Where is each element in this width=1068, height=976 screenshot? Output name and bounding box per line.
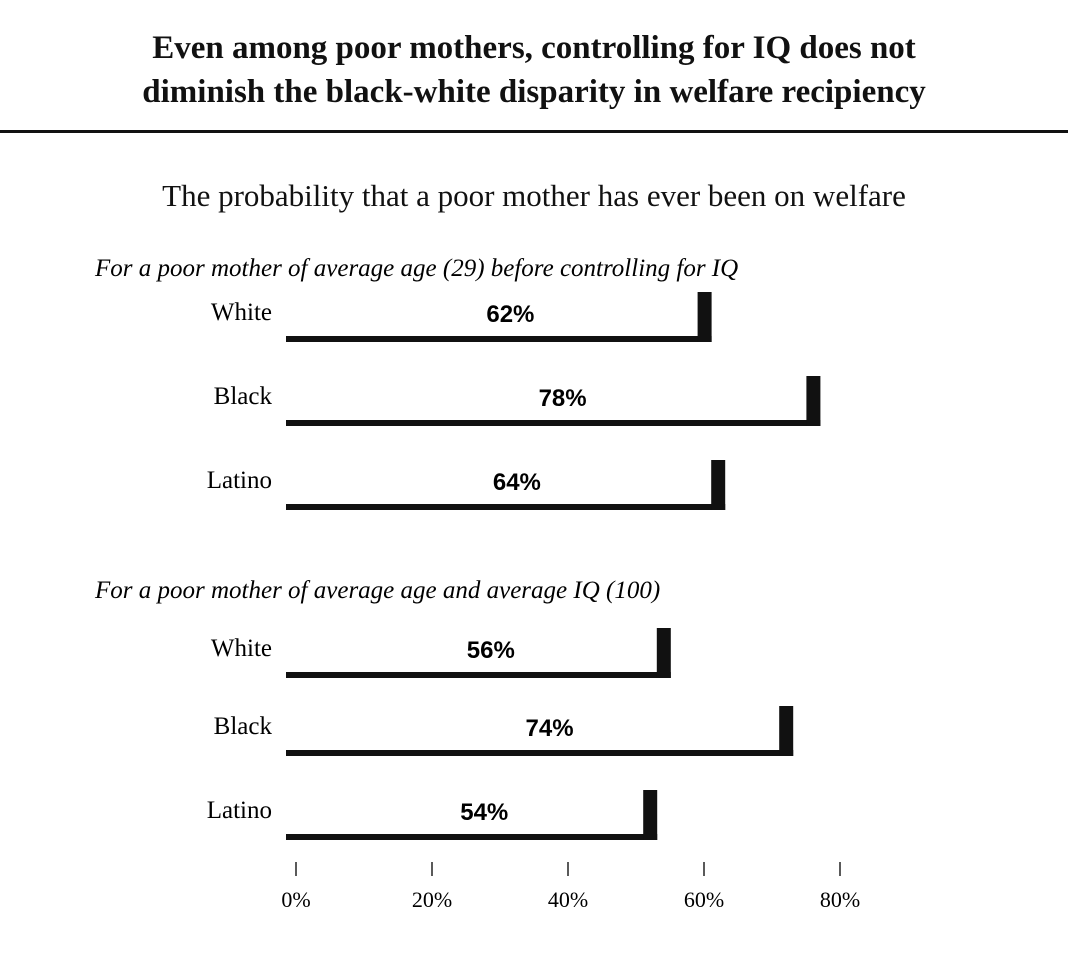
value-label: 78% [539, 385, 587, 412]
x-tick-label: 0% [281, 887, 310, 912]
bar-right-edge [779, 706, 794, 756]
bar-face [286, 706, 790, 750]
value-label: 54% [460, 799, 508, 826]
panel-title: For a poor mother of average age (29) be… [94, 255, 738, 282]
bar-face [286, 790, 654, 834]
bar-bottom-edge [286, 750, 794, 756]
bar [286, 292, 712, 342]
title-divider [0, 130, 1068, 133]
x-tick-label: 80% [820, 887, 860, 912]
bar-right-edge [697, 292, 712, 342]
bar-bottom-edge [286, 672, 671, 678]
category-label: Latino [207, 797, 272, 824]
x-tick-label: 20% [412, 887, 452, 912]
bar-face [286, 292, 708, 336]
bar [286, 460, 726, 510]
value-label: 74% [526, 715, 574, 742]
bar [286, 376, 821, 426]
bar-bottom-edge [286, 834, 658, 840]
bar-right-edge [806, 376, 821, 426]
x-tick-label: 60% [684, 887, 724, 912]
chart-subtitle: The probability that a poor mother has e… [162, 178, 906, 213]
bar-right-edge [711, 460, 726, 510]
bar-face [286, 460, 722, 504]
category-label: Latino [207, 467, 272, 494]
value-label: 56% [467, 637, 515, 664]
category-label: White [211, 299, 272, 326]
panel-title: For a poor mother of average age and ave… [94, 577, 660, 604]
value-label: 62% [486, 301, 534, 328]
value-label: 64% [493, 469, 541, 496]
bar-right-edge [643, 790, 658, 840]
category-label: Black [214, 713, 273, 740]
x-tick-label: 40% [548, 887, 588, 912]
bar-face [286, 628, 667, 672]
bar-face [286, 376, 817, 420]
chart-title-line-2: diminish the black-white disparity in we… [142, 74, 926, 110]
bar-bottom-edge [286, 504, 726, 510]
chart-title-line-1: Even among poor mothers, controlling for… [152, 30, 916, 66]
category-label: Black [214, 383, 273, 410]
bar [286, 790, 658, 840]
chart-title: Even among poor mothers, controlling for… [0, 26, 1068, 114]
category-label: White [211, 635, 272, 662]
bar-right-edge [656, 628, 671, 678]
bar [286, 706, 794, 756]
bar-bottom-edge [286, 336, 712, 342]
bar [286, 628, 671, 678]
bar-bottom-edge [286, 420, 821, 426]
